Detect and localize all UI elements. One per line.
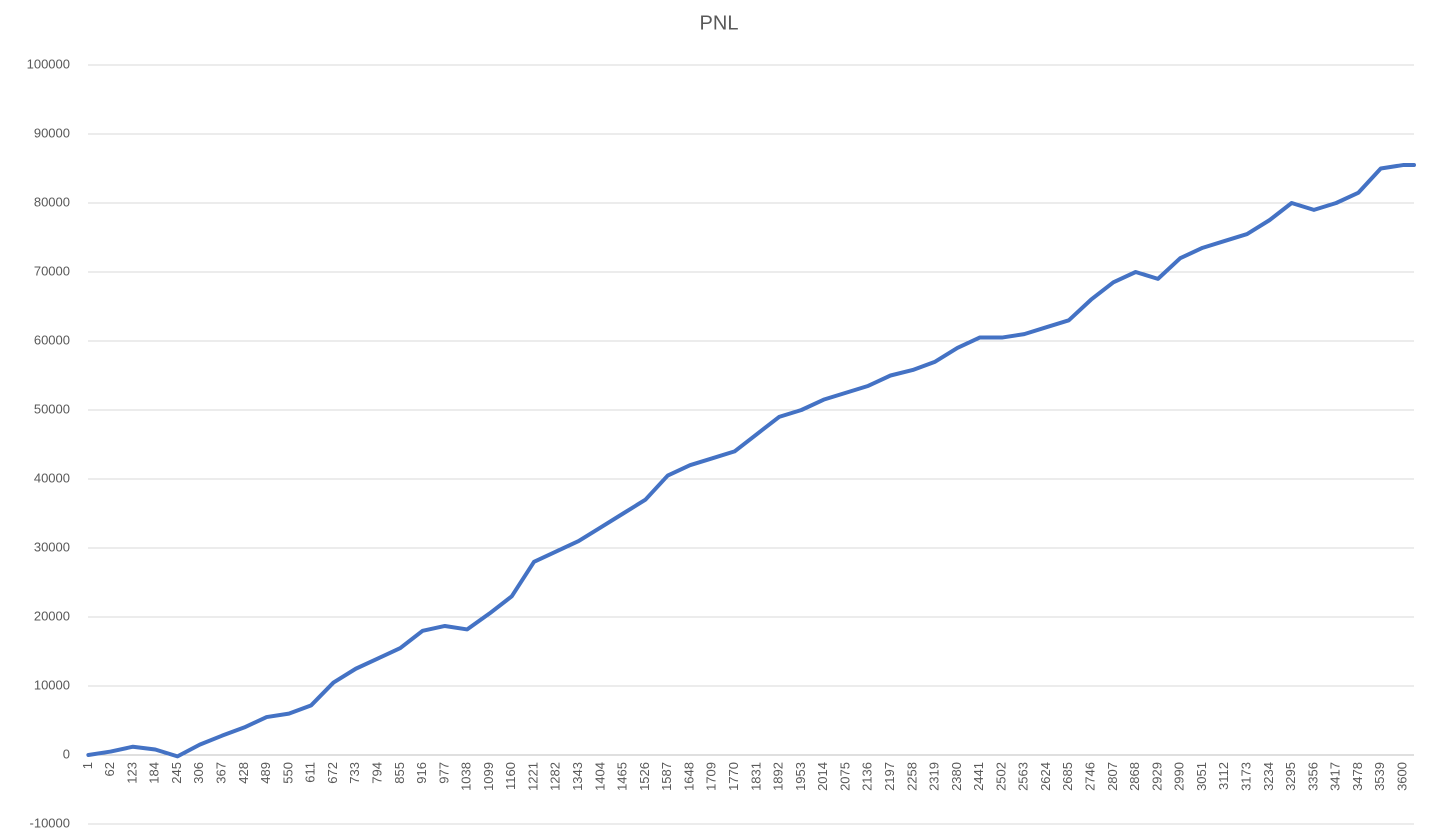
x-tick-label: 611 — [303, 762, 318, 783]
x-tick-label: 3356 — [1305, 762, 1320, 791]
x-tick-label: 1648 — [681, 762, 696, 791]
x-tick-label: 2197 — [882, 762, 897, 791]
x-tick-label: 1343 — [570, 762, 585, 791]
x-tick-label: 1038 — [459, 762, 474, 791]
x-tick-label: 123 — [124, 762, 139, 784]
x-tick-label: 367 — [213, 762, 228, 784]
y-tick-label: -10000 — [30, 815, 70, 830]
x-tick-label: 2807 — [1105, 762, 1120, 791]
x-tick-label: 2746 — [1083, 762, 1098, 791]
x-tick-label: 1404 — [592, 762, 607, 791]
x-tick-label: 2929 — [1149, 762, 1164, 791]
x-tick-label: 1221 — [525, 762, 540, 791]
y-tick-label: 70000 — [34, 263, 70, 278]
x-tick-label: 2380 — [949, 762, 964, 791]
x-tick-label: 1770 — [726, 762, 741, 791]
x-tick-label: 2868 — [1127, 762, 1142, 791]
x-tick-label: 2136 — [860, 762, 875, 791]
x-tick-label: 245 — [169, 762, 184, 784]
x-tick-label: 3295 — [1283, 762, 1298, 791]
x-tick-label: 2014 — [815, 762, 830, 791]
x-tick-label: 1099 — [481, 762, 496, 791]
x-tick-label: 794 — [369, 762, 384, 784]
y-tick-label: 10000 — [34, 677, 70, 692]
x-tick-label: 2319 — [927, 762, 942, 791]
x-tick-label: 1709 — [704, 762, 719, 791]
x-tick-label: 3600 — [1394, 762, 1409, 791]
chart-title: PNL — [700, 12, 739, 34]
line-series — [86, 163, 1416, 759]
x-tick-label: 2990 — [1172, 762, 1187, 791]
x-tick-label: 3173 — [1239, 762, 1254, 791]
x-tick-label: 1831 — [748, 762, 763, 791]
x-tick-label: 489 — [258, 762, 273, 784]
x-tick-label: 855 — [392, 762, 407, 784]
x-tick-label: 428 — [236, 762, 251, 784]
x-tick-label: 733 — [347, 762, 362, 784]
x-tick-label: 1282 — [548, 762, 563, 791]
x-tick-label: 1892 — [771, 762, 786, 791]
x-tick-label: 1587 — [659, 762, 674, 791]
y-tick-label: 100000 — [27, 56, 70, 71]
y-tick-label: 50000 — [34, 401, 70, 416]
x-tick-label: 916 — [414, 762, 429, 784]
x-tick-label: 2563 — [1016, 762, 1031, 791]
y-tick-label: 30000 — [34, 539, 70, 554]
y-tick-label: 0 — [63, 746, 70, 761]
y-tick-label: 90000 — [34, 125, 70, 140]
x-tick-label: 3051 — [1194, 762, 1209, 791]
x-tick-label: 3478 — [1350, 762, 1365, 791]
x-tick-label: 2624 — [1038, 762, 1053, 791]
x-tick-label: 306 — [191, 762, 206, 784]
y-tick-label: 20000 — [34, 608, 70, 623]
x-tick-label: 550 — [280, 762, 295, 784]
y-tick-label: 40000 — [34, 470, 70, 485]
x-tick-label: 3112 — [1216, 762, 1231, 790]
x-tick-label: 977 — [436, 762, 451, 784]
x-tick-label: 1160 — [503, 762, 518, 790]
x-tick-label: 62 — [102, 762, 117, 776]
x-tick-label: 2075 — [837, 762, 852, 791]
x-tick-label: 3417 — [1328, 762, 1343, 791]
x-tick-label: 184 — [147, 762, 162, 784]
x-tick-label: 2685 — [1060, 762, 1075, 791]
y-tick-label: 60000 — [34, 332, 70, 347]
x-tick-label: 1953 — [793, 762, 808, 791]
x-tick-label: 2258 — [904, 762, 919, 791]
x-tick-label: 672 — [325, 762, 340, 784]
x-tick-label: 3234 — [1261, 762, 1276, 791]
x-tick-label: 1526 — [637, 762, 652, 791]
x-tick-label: 3539 — [1372, 762, 1387, 791]
x-tick-label: 1465 — [615, 762, 630, 791]
x-tick-label: 2502 — [993, 762, 1008, 791]
x-tick-label: 2441 — [971, 762, 986, 791]
y-tick-label: 80000 — [34, 194, 70, 209]
x-tick-label: 1 — [80, 762, 95, 769]
